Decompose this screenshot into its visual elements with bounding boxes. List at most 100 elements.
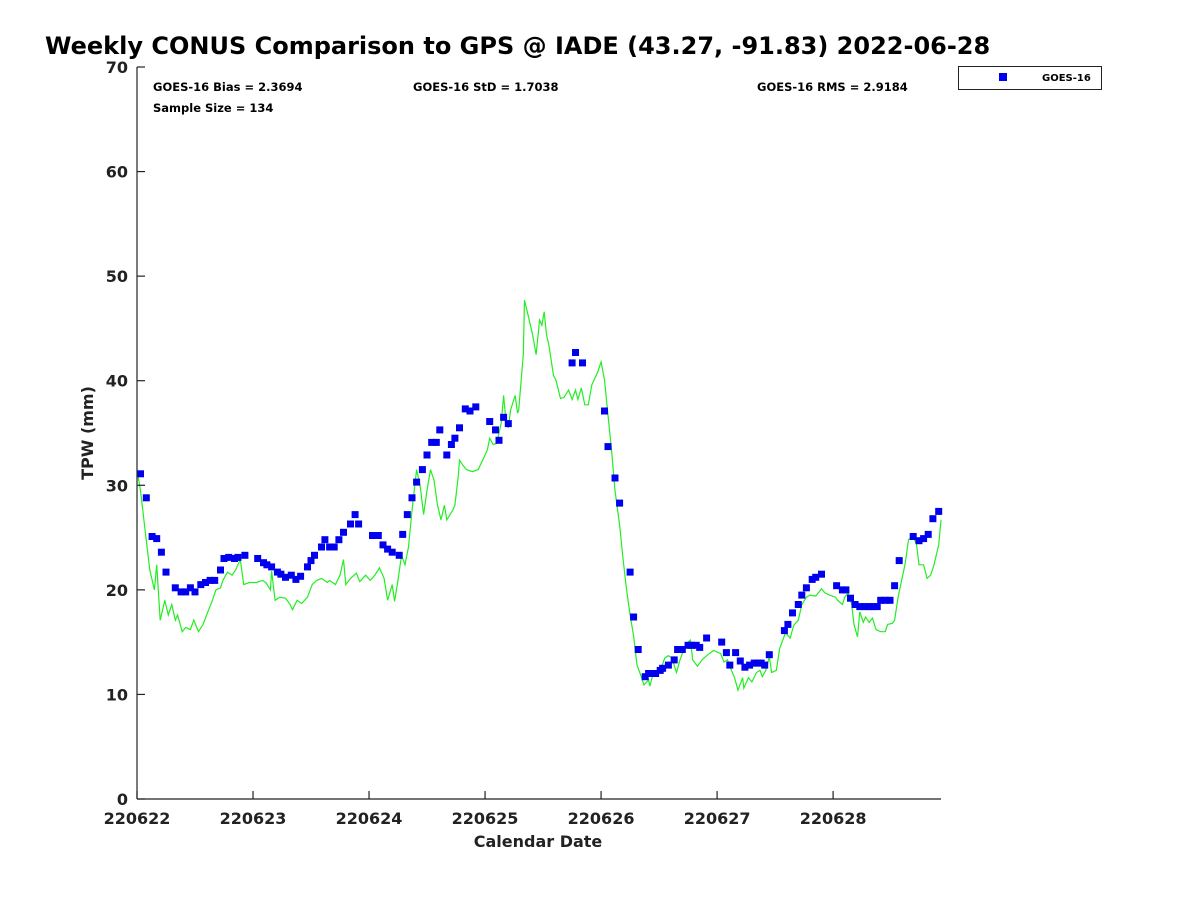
goes16-point bbox=[784, 620, 792, 628]
bias-annotation: GOES-16 Bias = 2.3694 bbox=[153, 80, 302, 94]
goes16-point bbox=[611, 474, 619, 482]
goes16-point bbox=[137, 470, 144, 478]
y-tick-label: 60 bbox=[106, 163, 128, 182]
y-tick-label: 40 bbox=[106, 372, 128, 391]
goes16-point bbox=[909, 533, 917, 540]
goes16-point bbox=[436, 426, 444, 434]
goes16-point bbox=[292, 575, 300, 583]
goes16-point bbox=[495, 436, 503, 444]
goes16-point bbox=[335, 536, 343, 544]
goes16-point bbox=[162, 568, 170, 576]
goes16-point bbox=[211, 576, 219, 584]
goes16-point bbox=[634, 646, 642, 653]
goes16-point bbox=[197, 581, 205, 589]
goes16-point bbox=[297, 572, 305, 580]
goes16-point bbox=[423, 451, 431, 459]
goes16-point bbox=[604, 443, 612, 451]
goes16-point bbox=[732, 649, 740, 657]
goes16-point bbox=[326, 543, 334, 551]
goes16-point bbox=[451, 434, 459, 442]
goes16-point bbox=[630, 613, 638, 621]
goes16-point bbox=[860, 603, 868, 611]
goes16-point bbox=[895, 557, 903, 565]
goes16-point bbox=[191, 588, 199, 596]
goes16-point bbox=[659, 664, 667, 672]
goes16-point bbox=[287, 571, 295, 579]
goes16-point bbox=[500, 413, 508, 421]
goes16-point bbox=[718, 638, 726, 646]
goes16-point bbox=[254, 555, 262, 562]
goes16-point bbox=[318, 543, 325, 551]
goes16-point bbox=[347, 520, 354, 528]
goes16-point bbox=[935, 507, 943, 515]
goes16-point bbox=[379, 541, 387, 549]
y-tick-label: 20 bbox=[106, 581, 128, 600]
legend-label-goes16: GOES-16 bbox=[1042, 73, 1091, 84]
goes16-point bbox=[304, 563, 311, 571]
std-annotation: GOES-16 StD = 1.7038 bbox=[413, 80, 558, 94]
y-tick-label: 0 bbox=[117, 790, 128, 809]
goes16-point bbox=[157, 548, 165, 556]
y-tick-label: 70 bbox=[106, 58, 128, 77]
goes16-point bbox=[886, 596, 894, 604]
goes16-point bbox=[282, 573, 289, 581]
goes16-point bbox=[466, 407, 474, 415]
x-tick-label: 220626 bbox=[568, 809, 635, 828]
goes16-point bbox=[340, 528, 347, 536]
x-tick-label: 220627 bbox=[684, 809, 751, 828]
goes16-point bbox=[652, 670, 660, 677]
rms-annotation: GOES-16 RMS = 2.9184 bbox=[757, 80, 908, 94]
goes16-point bbox=[148, 533, 156, 540]
goes16-point bbox=[403, 511, 411, 519]
y-axis-label: TPW (mm) bbox=[78, 386, 97, 480]
goes16-point bbox=[877, 596, 885, 604]
goes16-point bbox=[263, 561, 271, 569]
goes16-point bbox=[881, 596, 889, 604]
goes16-point bbox=[447, 441, 455, 448]
x-tick-label: 220625 bbox=[452, 809, 519, 828]
goes16-point bbox=[851, 601, 859, 608]
goes16-point bbox=[277, 570, 285, 578]
goes16-point bbox=[688, 641, 696, 649]
goes16-point bbox=[177, 588, 185, 596]
goes16-point bbox=[856, 603, 864, 611]
goes16-point bbox=[670, 656, 678, 664]
goes16-point bbox=[722, 649, 730, 657]
goes16-point bbox=[929, 515, 937, 523]
goes16-point bbox=[217, 566, 224, 574]
goes16-point bbox=[920, 535, 928, 543]
goes16-point bbox=[579, 359, 586, 367]
goes16-point bbox=[384, 545, 392, 553]
goes16-point bbox=[703, 634, 711, 642]
x-axis-label: Calendar Date bbox=[474, 832, 603, 851]
goes16-point bbox=[486, 418, 494, 425]
goes16-point bbox=[202, 579, 209, 586]
gps-series bbox=[136, 300, 942, 693]
goes16-point bbox=[802, 584, 810, 592]
goes16-point bbox=[761, 661, 769, 669]
goes16-point bbox=[472, 403, 480, 411]
goes16-point bbox=[674, 646, 682, 653]
goes16-point bbox=[833, 582, 841, 590]
goes16-point bbox=[395, 551, 403, 559]
goes16-point bbox=[915, 537, 923, 545]
goes16-point bbox=[443, 451, 451, 459]
goes16-point bbox=[432, 438, 440, 446]
goes16-point bbox=[241, 551, 249, 559]
goes16-point bbox=[572, 349, 579, 356]
goes16-point bbox=[492, 426, 499, 434]
goes16-point bbox=[664, 661, 672, 669]
goes16-point bbox=[869, 603, 876, 611]
chart-title: Weekly CONUS Comparison to GPS @ IADE (4… bbox=[45, 32, 990, 60]
goes16-point bbox=[142, 494, 150, 502]
x-tick-label: 220622 bbox=[104, 809, 171, 828]
goes16-point bbox=[369, 532, 376, 539]
goes16-point bbox=[626, 568, 634, 576]
goes16-point bbox=[321, 536, 329, 544]
goes16-point bbox=[842, 586, 850, 594]
goes16-point bbox=[794, 601, 802, 608]
goes16-point bbox=[268, 563, 276, 571]
goes16-point bbox=[171, 584, 179, 592]
goes16-point bbox=[428, 438, 436, 446]
